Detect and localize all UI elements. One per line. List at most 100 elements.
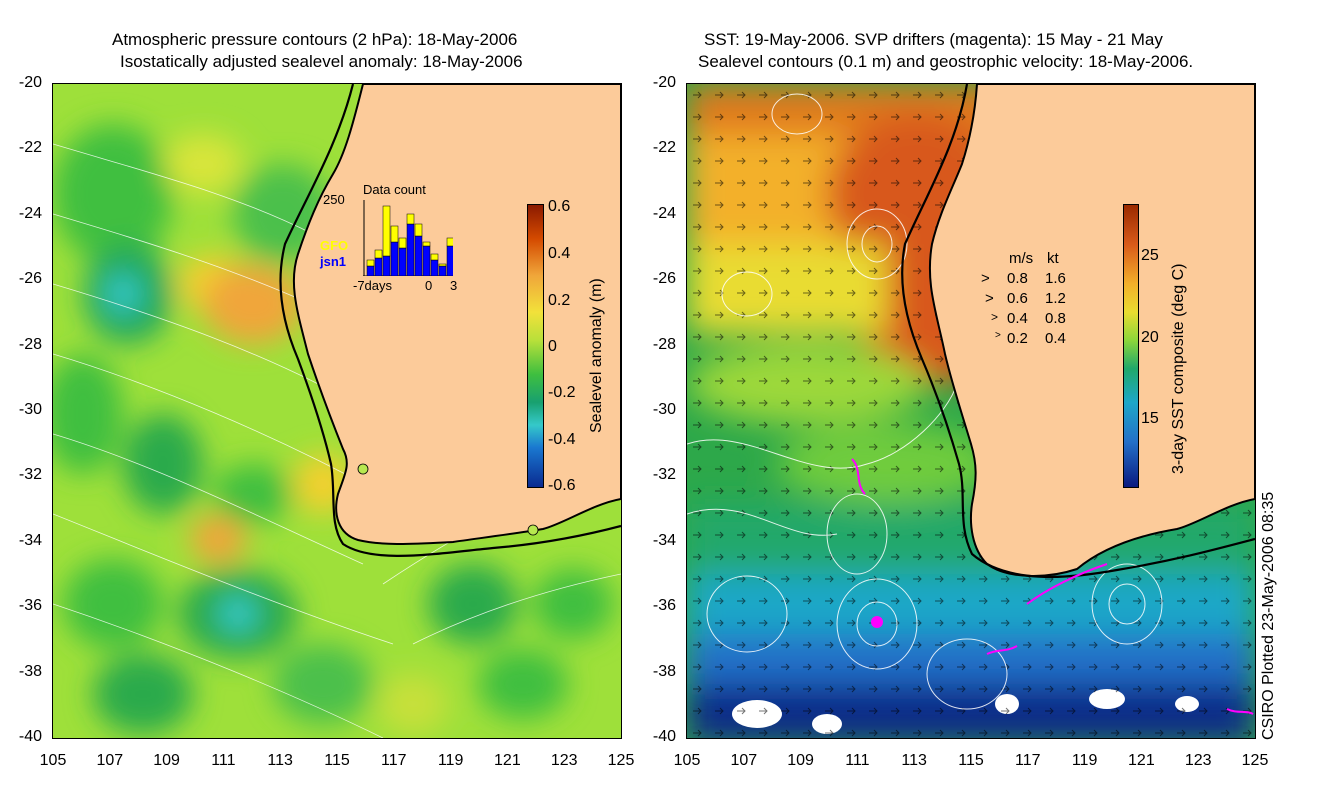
latitude-tick: -24 (18, 204, 42, 222)
inset-x-right: 3 (450, 278, 458, 293)
inset-bar-jsn1 (438, 265, 447, 276)
latitude-tick: -32 (652, 466, 676, 484)
australia-land-right (928, 84, 1255, 577)
sst-colorbar-label: 3-day SST composite (deg C) (1170, 263, 1187, 474)
inset-bar-gfo (374, 249, 383, 259)
inset-bar-gfo (430, 253, 439, 261)
longitude-tick: 109 (153, 752, 180, 769)
sealevel-colorbar-label: Sealevel anomaly (m) (588, 278, 605, 433)
velocity-kt: 1.2 (1045, 290, 1066, 307)
sst-colorbar-tick: 25 (1141, 247, 1159, 264)
latitude-tick: -28 (18, 335, 42, 353)
inset-bar-jsn1 (446, 245, 453, 276)
longitude-tick: 115 (958, 752, 984, 769)
left-title-line2: Isostatically adjusted sealevel anomaly:… (120, 52, 523, 71)
inset-series2-label: jsn1 (320, 254, 347, 269)
longitude-tick: 119 (1071, 752, 1098, 769)
inset-bar-jsn1 (398, 247, 407, 276)
inset-x-mid: 0 (425, 278, 433, 293)
inset-bar-gfo (422, 241, 431, 247)
inset-bar-jsn1 (374, 257, 383, 276)
inset-bar-gfo (390, 225, 399, 243)
sealevel-colorbar-tick: -0.4 (548, 431, 576, 448)
latitude-tick: -34 (18, 531, 42, 549)
arrow-0.8-icon: > (981, 270, 990, 287)
latitude-tick: -20 (652, 74, 676, 91)
longitude-tick: 121 (1128, 752, 1155, 769)
sealevel-colorbar-tick: 0.6 (548, 198, 571, 215)
right-map-panel: m/s kt > 0.8 1.6 > 0.6 1.2 > 0.4 0.8 > 0… (686, 83, 1256, 739)
left-map-panel: Data count 250 GFO jsn1 -7days 0 3 (52, 83, 622, 739)
velocity-ms: 0.6 (1007, 290, 1028, 307)
velocity-ms: 0.4 (1007, 310, 1028, 327)
velocity-legend-header-ms: m/s (1009, 250, 1034, 267)
arrow-0.6-icon: > (985, 290, 994, 307)
data-count-inset: Data count 250 GFO jsn1 -7days 0 3 (315, 182, 465, 293)
latitude-tick: -26 (652, 270, 676, 288)
inset-bar-gfo (366, 259, 375, 267)
longitude-tick: 123 (550, 752, 578, 769)
inset-bar-jsn1 (390, 241, 399, 276)
latitude-tick: -30 (18, 401, 42, 418)
latitude-tick: -36 (18, 597, 42, 615)
sealevel-colorbar-tick: -0.2 (548, 384, 576, 401)
sealevel-colorbar-tick: 0 (548, 338, 557, 355)
longitude-tick: 105 (39, 752, 67, 769)
inset-bar-gfo (438, 263, 447, 267)
velocity-kt: 1.6 (1045, 270, 1066, 287)
inset-bar-jsn1 (430, 259, 439, 276)
velocity-kt: 0.4 (1045, 330, 1066, 347)
sst-map (687, 84, 1255, 738)
inset-bar-gfo (446, 237, 453, 247)
inset-bar-jsn1 (406, 223, 415, 276)
right-title-line1: SST: 19-May-2006. SVP drifters (magenta)… (704, 30, 1163, 49)
sealevel-contours (687, 93, 1163, 710)
latitude-tick: -40 (18, 728, 42, 745)
latitude-tick: -34 (652, 531, 676, 549)
longitude-tick: 105 (673, 752, 701, 769)
latitude-tick: -24 (652, 204, 676, 222)
latitude-tick: -40 (652, 728, 676, 745)
latitude-tick: -38 (652, 662, 676, 680)
sst-colorbar-tick: 15 (1141, 410, 1159, 427)
longitude-tick: 107 (730, 752, 758, 769)
sealevel-anomaly-map (53, 84, 621, 738)
inset-title: Data count (363, 182, 426, 197)
inset-bar-jsn1 (366, 265, 375, 276)
latitude-tick: -22 (652, 139, 676, 157)
sealevel-colorbar-tick: 0.4 (548, 245, 571, 262)
latitude-tick: -32 (18, 466, 42, 484)
velocity-ms: 0.2 (1007, 330, 1028, 347)
longitude-tick: 113 (901, 752, 927, 769)
longitude-tick: 119 (437, 752, 464, 769)
longitude-tick: 111 (211, 752, 236, 769)
sealevel-colorbar-tick: -0.6 (548, 477, 576, 494)
plot-credit: CSIRO Plotted 23-May-2006 08:35 (1260, 491, 1277, 740)
left-title-line1: Atmospheric pressure contours (2 hPa): 1… (112, 30, 518, 49)
velocity-kt: 0.8 (1045, 310, 1066, 327)
inset-series1-label: GFO (320, 238, 349, 253)
drifter-tracks (851, 458, 1254, 715)
longitude-tick: 113 (267, 752, 293, 769)
longitude-tick: 125 (607, 752, 635, 769)
longitude-tick: 117 (381, 752, 407, 769)
longitude-tick: 125 (1241, 752, 1269, 769)
data-count-bars (363, 200, 453, 276)
longitude-tick: 111 (845, 752, 870, 769)
sealevel-colorbar-tick: 0.2 (548, 292, 571, 309)
velocity-ms: 0.8 (1007, 270, 1028, 287)
inset-bar-jsn1 (414, 235, 423, 276)
sealevel-colorbar (527, 204, 544, 488)
latitude-tick: -22 (18, 139, 42, 157)
inset-bar-gfo (406, 213, 415, 225)
latitude-tick: -36 (652, 597, 676, 615)
velocity-legend-header-kt: kt (1047, 250, 1059, 267)
inset-bar-gfo (382, 205, 391, 257)
longitude-tick: 121 (494, 752, 521, 769)
arrow-0.4-icon: > (991, 310, 999, 324)
inset-bar-gfo (398, 237, 407, 249)
longitude-tick: 107 (96, 752, 124, 769)
inset-ymax: 250 (323, 192, 345, 207)
longitude-tick: 123 (1184, 752, 1212, 769)
latitude-tick: -26 (18, 270, 42, 288)
